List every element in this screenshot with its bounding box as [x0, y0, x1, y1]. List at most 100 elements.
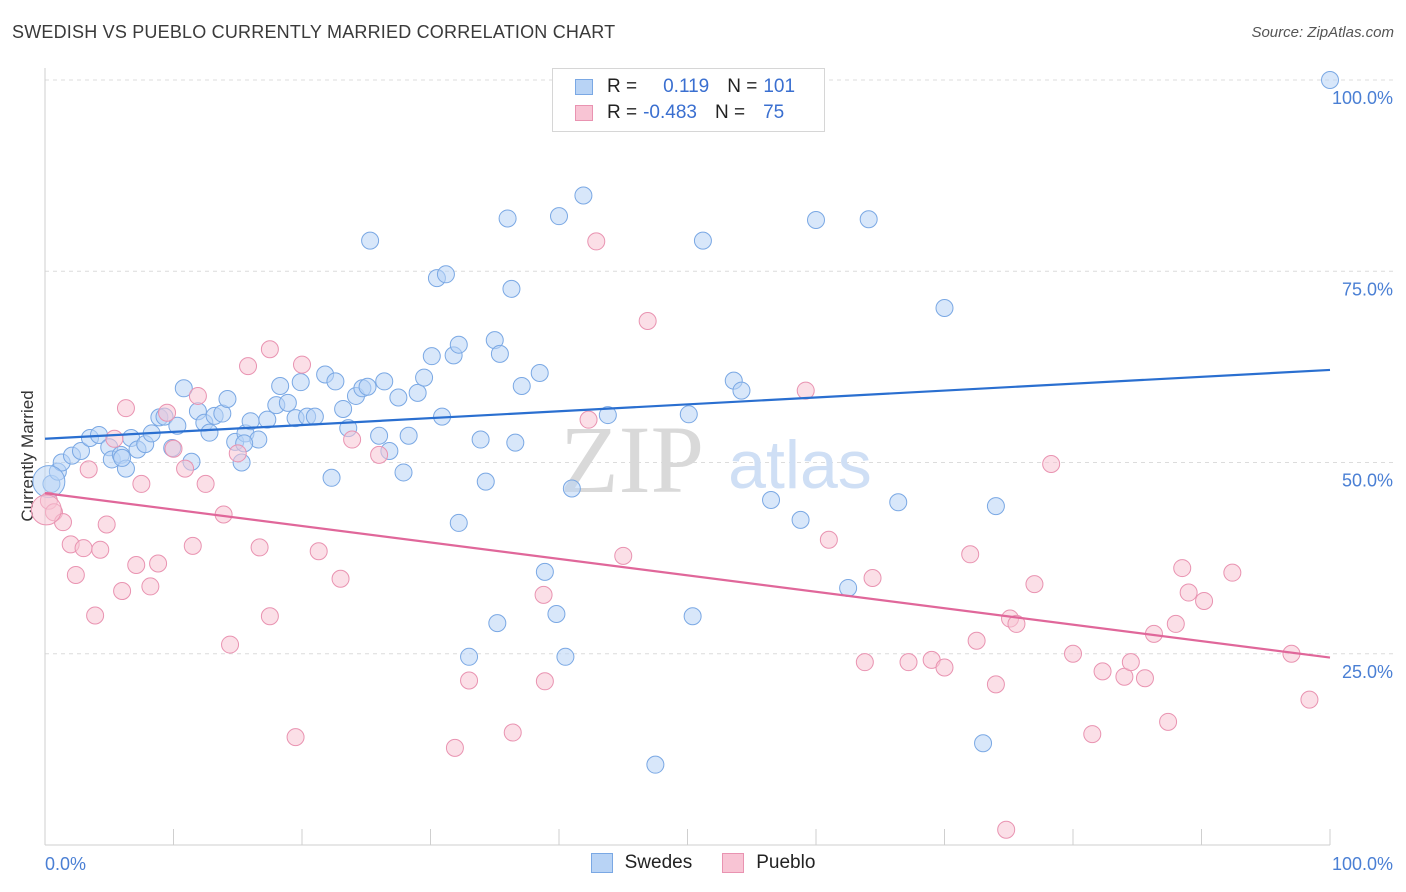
pueblo-point: [1173, 559, 1192, 578]
swedes-point: [471, 430, 490, 449]
swedes-point: [791, 510, 810, 529]
swedes-point: [394, 463, 413, 482]
pueblo-point: [503, 723, 522, 742]
swedes-point: [693, 231, 712, 250]
swedes-point: [859, 210, 878, 229]
pueblo-point: [105, 429, 124, 448]
swedes-point: [512, 377, 531, 395]
r-label: R =: [607, 76, 638, 97]
pueblo-point: [1025, 575, 1044, 594]
pueblo-point: [986, 675, 1005, 694]
pueblo-point: [188, 386, 207, 405]
swedes-point: [807, 210, 825, 229]
watermark-atlas: atlas: [728, 427, 872, 503]
series-swedes-points: [32, 71, 1339, 774]
x-tick-label: 0.0%: [45, 854, 86, 874]
swedes-point: [408, 383, 427, 402]
y-tick-label: 25.0%: [1342, 662, 1393, 682]
swedes-point: [1321, 71, 1339, 89]
series-pueblo-points: [30, 232, 1319, 839]
swedes-point: [535, 562, 554, 581]
pueblo-point: [1135, 669, 1154, 688]
swedes-point: [370, 426, 389, 445]
swedes-point: [113, 448, 132, 467]
pueblo-point: [1042, 455, 1061, 474]
n-label: N =: [727, 76, 758, 97]
pueblo-point: [535, 672, 554, 691]
pueblo-point: [183, 536, 202, 555]
legend-item-swedes[interactable]: Swedes: [590, 852, 693, 874]
swedes-point: [389, 388, 408, 407]
pueblo-point: [579, 410, 598, 429]
pueblo-point: [260, 340, 279, 359]
swedes-point: [935, 298, 954, 317]
swedes-point: [422, 347, 441, 366]
pueblo-point: [587, 232, 606, 251]
pueblo-point: [1179, 583, 1198, 602]
pueblo-point: [79, 460, 98, 479]
pueblo-point: [343, 430, 362, 449]
pueblo-point: [66, 565, 85, 584]
swedes-point: [679, 405, 698, 424]
swedes-point: [399, 426, 418, 445]
pueblo-point: [899, 653, 918, 672]
pueblo-point: [228, 444, 247, 463]
n-value: 101: [763, 76, 796, 97]
pueblo-point: [293, 355, 311, 374]
pueblo-swatch: [575, 105, 593, 121]
pueblo-point: [460, 671, 479, 690]
pueblo-point: [997, 820, 1016, 839]
pueblo-point: [86, 606, 105, 625]
pueblo-point: [132, 474, 151, 493]
swedes-point: [762, 490, 781, 509]
swedes-point: [71, 442, 90, 461]
pueblo-point: [534, 585, 553, 604]
swedes-point: [476, 472, 495, 491]
pueblo-point: [149, 554, 168, 573]
pueblo-trendline: [44, 492, 1331, 659]
swedes-point: [889, 493, 908, 512]
y-tick-label: 50.0%: [1342, 471, 1393, 491]
pueblo-point: [97, 515, 116, 534]
pueblo-point: [796, 381, 815, 400]
swedes-point: [550, 207, 568, 226]
pueblo-point: [1007, 614, 1026, 633]
pueblo-point: [91, 540, 110, 559]
swedes-point: [174, 379, 193, 398]
pueblo-point: [1083, 725, 1102, 744]
stats-row-swedes: R = 0.119 N = 101: [575, 74, 795, 100]
swedes-point: [574, 186, 593, 205]
r-value: 0.119: [663, 76, 710, 97]
n-label: N =: [714, 102, 746, 123]
legend-item-pueblo[interactable]: Pueblo: [722, 852, 815, 874]
swedes-point: [986, 497, 1005, 516]
swedes-point: [358, 377, 377, 396]
pueblo-point: [260, 607, 279, 626]
swedes-point: [506, 433, 525, 452]
pueblo-point: [863, 569, 882, 588]
pueblo-point: [638, 311, 657, 330]
pueblo-point: [1195, 591, 1214, 610]
swedes-point: [683, 607, 702, 626]
pueblo-point: [1159, 712, 1178, 731]
x-tick-label: 100.0%: [1332, 854, 1393, 874]
legend-label-pueblo: Pueblo: [756, 852, 816, 873]
swedes-point: [361, 231, 380, 250]
pueblo-point: [370, 445, 389, 464]
correlation-stats-box: R = 0.119 N = 101 R = -0.483 N = 75: [552, 68, 825, 132]
n-value: 75: [763, 102, 785, 123]
swedes-swatch: [575, 79, 593, 95]
pueblo-point: [221, 635, 240, 654]
pueblo-point: [445, 738, 464, 757]
pueblo-point: [30, 494, 62, 526]
swedes-point: [562, 479, 581, 498]
legend-label-swedes: Swedes: [624, 852, 693, 873]
swedes-point: [326, 372, 345, 391]
swedes-point: [200, 423, 219, 442]
swedes-point: [322, 468, 341, 487]
swedes-point: [305, 407, 324, 426]
pueblo-point: [1093, 662, 1112, 681]
swedes-point: [598, 406, 617, 425]
swedes-point: [449, 335, 468, 354]
